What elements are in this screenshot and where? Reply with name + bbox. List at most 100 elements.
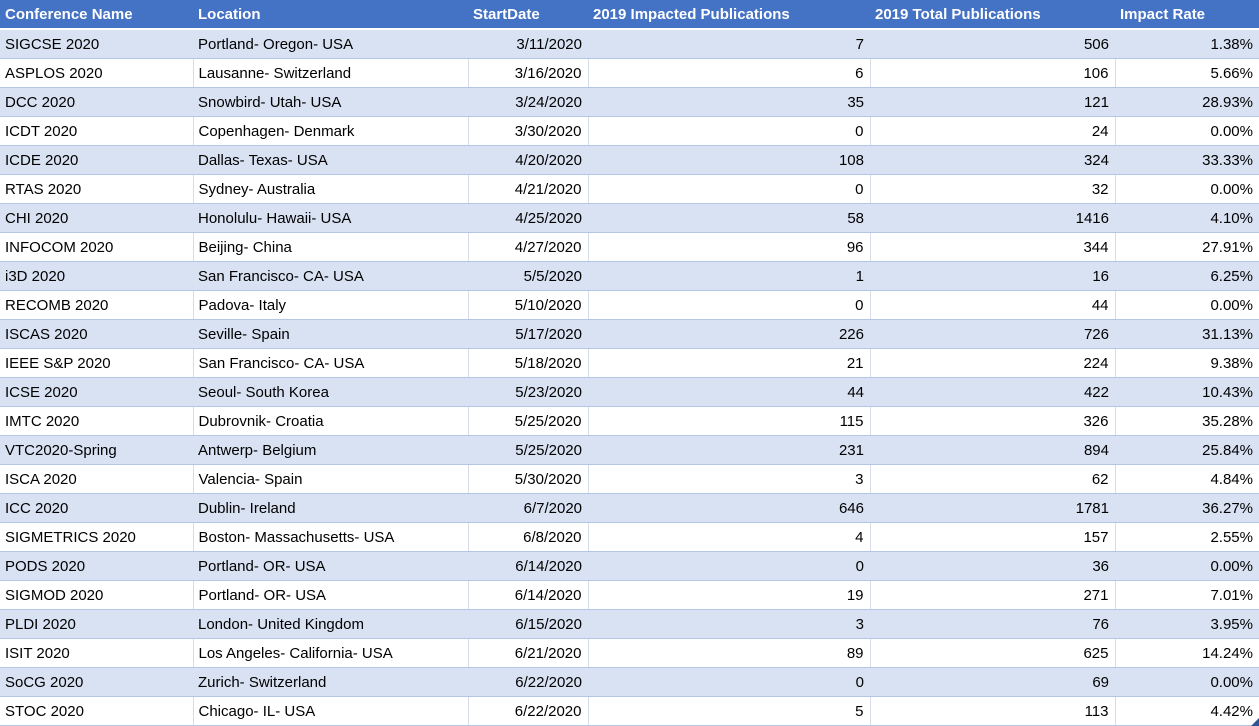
cell-impacted-publications[interactable]: 231 [588,435,870,465]
cell-impact-rate[interactable]: 2.55% [1115,522,1259,552]
cell-location[interactable]: San Francisco- CA- USA [193,348,469,378]
cell-conference-name[interactable]: RTAS 2020 [0,174,194,204]
cell-conference-name[interactable]: PLDI 2020 [0,609,193,639]
cell-impact-rate[interactable]: 0.00% [1115,667,1259,697]
column-header-conference-name[interactable]: Conference Name [0,0,193,30]
cell-total-publications[interactable]: 24 [870,116,1116,146]
cell-start-date[interactable]: 3/30/2020 [468,116,589,146]
cell-total-publications[interactable]: 76 [870,609,1115,639]
cell-start-date[interactable]: 5/25/2020 [468,406,589,436]
cell-impacted-publications[interactable]: 3 [588,464,871,494]
cell-location[interactable]: Dubrovnik- Croatia [193,406,469,436]
cell-start-date[interactable]: 6/8/2020 [468,522,589,552]
cell-impact-rate[interactable]: 4.42% [1115,696,1259,726]
cell-impact-rate[interactable]: 31.13% [1115,319,1259,349]
cell-start-date[interactable]: 5/30/2020 [468,464,589,494]
cell-impact-rate[interactable]: 33.33% [1115,145,1259,175]
cell-total-publications[interactable]: 326 [870,406,1116,436]
cell-location[interactable]: Seoul- South Korea [193,377,468,407]
cell-conference-name[interactable]: i3D 2020 [0,261,193,291]
cell-location[interactable]: Snowbird- Utah- USA [193,87,468,117]
cell-impacted-publications[interactable]: 1 [588,261,870,291]
cell-total-publications[interactable]: 62 [870,464,1116,494]
cell-conference-name[interactable]: INFOCOM 2020 [0,232,194,262]
cell-start-date[interactable]: 5/23/2020 [468,377,588,407]
cell-start-date[interactable]: 6/15/2020 [468,609,588,639]
cell-impact-rate[interactable]: 5.66% [1115,58,1259,88]
cell-impacted-publications[interactable]: 7 [588,29,870,59]
cell-impact-rate[interactable]: 6.25% [1115,261,1259,291]
cell-impacted-publications[interactable]: 115 [588,406,871,436]
cell-impacted-publications[interactable]: 58 [588,203,870,233]
cell-total-publications[interactable]: 726 [870,319,1115,349]
cell-impacted-publications[interactable]: 0 [588,116,871,146]
cell-impacted-publications[interactable]: 3 [588,609,870,639]
cell-location[interactable]: Zurich- Switzerland [193,667,468,697]
cell-impact-rate[interactable]: 4.84% [1115,464,1259,494]
cell-location[interactable]: Portland- OR- USA [193,551,468,581]
cell-total-publications[interactable]: 36 [870,551,1115,581]
cell-total-publications[interactable]: 16 [870,261,1115,291]
cell-impacted-publications[interactable]: 0 [588,174,871,204]
cell-impact-rate[interactable]: 3.95% [1115,609,1259,639]
cell-total-publications[interactable]: 157 [870,522,1116,552]
cell-impact-rate[interactable]: 35.28% [1115,406,1259,436]
cell-location[interactable]: Valencia- Spain [193,464,469,494]
cell-total-publications[interactable]: 271 [870,580,1116,610]
cell-start-date[interactable]: 6/21/2020 [468,638,589,668]
cell-impacted-publications[interactable]: 89 [588,638,871,668]
cell-impacted-publications[interactable]: 0 [588,667,870,697]
cell-conference-name[interactable]: IEEE S&P 2020 [0,348,194,378]
cell-impact-rate[interactable]: 0.00% [1115,551,1259,581]
cell-conference-name[interactable]: PODS 2020 [0,551,193,581]
cell-total-publications[interactable]: 113 [870,696,1116,726]
cell-total-publications[interactable]: 324 [870,145,1115,175]
cell-location[interactable]: Dublin- Ireland [193,493,468,523]
cell-conference-name[interactable]: SIGCSE 2020 [0,29,193,59]
cell-location[interactable]: Lausanne- Switzerland [193,58,469,88]
cell-location[interactable]: Portland- OR- USA [193,580,469,610]
cell-total-publications[interactable]: 625 [870,638,1116,668]
cell-total-publications[interactable]: 44 [870,290,1116,320]
cell-conference-name[interactable]: ICC 2020 [0,493,193,523]
cell-impacted-publications[interactable]: 0 [588,551,870,581]
cell-impacted-publications[interactable]: 5 [588,696,871,726]
cell-impact-rate[interactable]: 10.43% [1115,377,1259,407]
cell-conference-name[interactable]: RECOMB 2020 [0,290,194,320]
cell-location[interactable]: San Francisco- CA- USA [193,261,468,291]
column-header-impacted-publications[interactable]: 2019 Impacted Publications [588,0,870,30]
column-header-start-date[interactable]: StartDate [468,0,588,30]
table-resize-handle[interactable] [1251,718,1259,726]
cell-start-date[interactable]: 5/10/2020 [468,290,589,320]
cell-conference-name[interactable]: ICDE 2020 [0,145,193,175]
cell-total-publications[interactable]: 1416 [870,203,1115,233]
cell-location[interactable]: Sydney- Australia [193,174,469,204]
cell-impacted-publications[interactable]: 6 [588,58,871,88]
cell-start-date[interactable]: 3/24/2020 [468,87,588,117]
cell-location[interactable]: Honolulu- Hawaii- USA [193,203,468,233]
cell-impacted-publications[interactable]: 19 [588,580,871,610]
cell-start-date[interactable]: 3/16/2020 [468,58,589,88]
cell-impacted-publications[interactable]: 44 [588,377,870,407]
cell-impact-rate[interactable]: 14.24% [1115,638,1259,668]
cell-start-date[interactable]: 4/21/2020 [468,174,589,204]
cell-total-publications[interactable]: 69 [870,667,1115,697]
cell-start-date[interactable]: 5/18/2020 [468,348,589,378]
cell-impact-rate[interactable]: 0.00% [1115,174,1259,204]
cell-start-date[interactable]: 6/22/2020 [468,696,589,726]
cell-location[interactable]: Portland- Oregon- USA [193,29,468,59]
cell-impacted-publications[interactable]: 21 [588,348,871,378]
cell-conference-name[interactable]: DCC 2020 [0,87,193,117]
cell-impacted-publications[interactable]: 108 [588,145,870,175]
cell-impact-rate[interactable]: 0.00% [1115,290,1259,320]
cell-start-date[interactable]: 3/11/2020 [468,29,588,59]
cell-conference-name[interactable]: SoCG 2020 [0,667,193,697]
cell-start-date[interactable]: 4/27/2020 [468,232,589,262]
cell-conference-name[interactable]: ISCA 2020 [0,464,194,494]
cell-impact-rate[interactable]: 0.00% [1115,116,1259,146]
cell-impacted-publications[interactable]: 226 [588,319,870,349]
cell-impacted-publications[interactable]: 35 [588,87,870,117]
cell-conference-name[interactable]: ISIT 2020 [0,638,194,668]
cell-location[interactable]: Chicago- IL- USA [193,696,469,726]
cell-start-date[interactable]: 6/14/2020 [468,580,589,610]
